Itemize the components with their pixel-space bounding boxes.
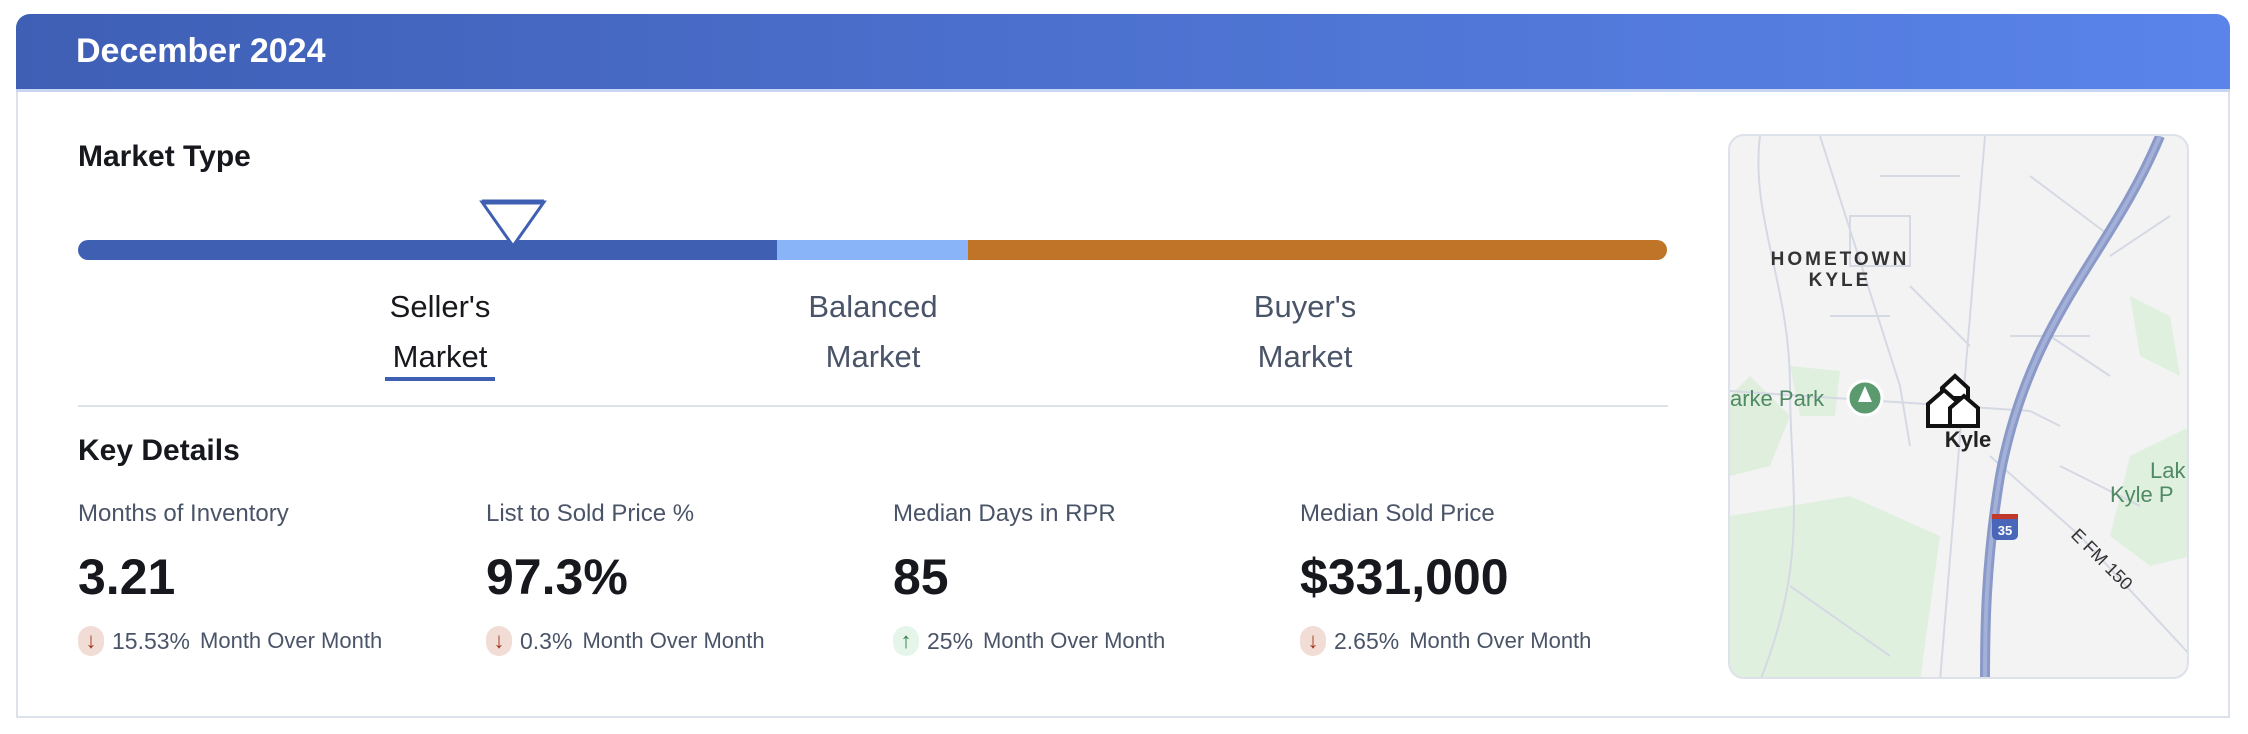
metric-change: ↓ 2.65% Month Over Month [1300,626,1700,656]
market-indicator-icon [479,199,547,249]
metric-change-period: Month Over Month [983,628,1166,653]
map-label-lake: Lak [2150,458,2186,483]
metric-change-percent: 25% [927,627,974,654]
metric-1: List to Sold Price % 97.3% ↓ 0.3% Month … [486,500,886,656]
arrow-down-icon: ↓ [78,626,104,656]
bar-segment-sellers [78,240,777,260]
segment-line2: Market [392,339,488,374]
segment-line2: Market [825,339,921,374]
metric-change-percent: 15.53% [112,627,191,654]
segment-line1: Seller's [389,289,491,324]
metric-label: Median Sold Price [1300,500,1495,527]
bar-segment-buyers [968,240,1667,260]
location-map[interactable]: HOMETOWN KYLE arke Park Kyle Lak Kyle P … [1728,134,2189,679]
map-label-neighborhood: HOMETOWN [1771,249,1910,270]
map-label-highway: 35 [1998,523,2012,538]
header-title: December 2024 [76,32,326,70]
metric-change-period: Month Over Month [582,628,765,653]
segment-line1: Balanced [808,289,938,324]
metric-value: $331,000 [1300,549,1509,605]
map-label-city: Kyle [1945,427,1991,452]
metric-change-percent: 0.3% [520,627,573,654]
map-label-park: arke Park [1730,386,1825,411]
segment-label-buyers[interactable]: Buyer's Market [1185,282,1425,382]
arrow-up-icon: ↑ [893,626,919,656]
metric-change-percent: 2.65% [1334,627,1400,654]
map-canvas: HOMETOWN KYLE arke Park Kyle Lak Kyle P … [1730,136,2187,677]
metric-change-period: Month Over Month [200,628,383,653]
bar-segment-balanced [777,240,968,260]
metric-value: 97.3% [486,549,628,605]
metric-0: Months of Inventory 3.21 ↓ 15.53% Month … [78,500,478,656]
metric-change: ↓ 15.53% Month Over Month [78,626,478,656]
metric-change: ↓ 0.3% Month Over Month [486,626,886,656]
card-header: December 2024 [16,14,2230,92]
metric-value: 3.21 [78,549,176,605]
metric-change: ↑ 25% Month Over Month [893,626,1293,656]
map-label-lake: Kyle P [2110,482,2174,507]
metric-label: Months of Inventory [78,500,289,527]
segment-label-balanced[interactable]: Balanced Market [753,282,993,382]
interstate-shield-icon [1992,514,2018,540]
metric-3: Median Sold Price $331,000 ↓ 2.65% Month… [1300,500,1700,656]
segment-line1: Buyer's [1253,289,1357,324]
segment-line2: Market [1257,339,1353,374]
metric-value: 85 [893,549,949,605]
arrow-down-icon: ↓ [1300,626,1326,656]
location-marker-icon [1926,373,1980,428]
metric-change-period: Month Over Month [1409,628,1592,653]
map-label-neighborhood: KYLE [1809,270,1872,291]
market-card [16,14,2230,718]
market-type-title: Market Type [78,140,251,173]
key-details-title: Key Details [78,434,240,467]
segment-label-sellers[interactable]: Seller's Market [320,282,560,382]
metric-2: Median Days in RPR 85 ↑ 25% Month Over M… [893,500,1293,656]
divider [78,405,1668,407]
arrow-down-icon: ↓ [486,626,512,656]
metric-label: Median Days in RPR [893,500,1116,527]
metric-label: List to Sold Price % [486,500,695,527]
active-segment-underline [385,377,495,381]
